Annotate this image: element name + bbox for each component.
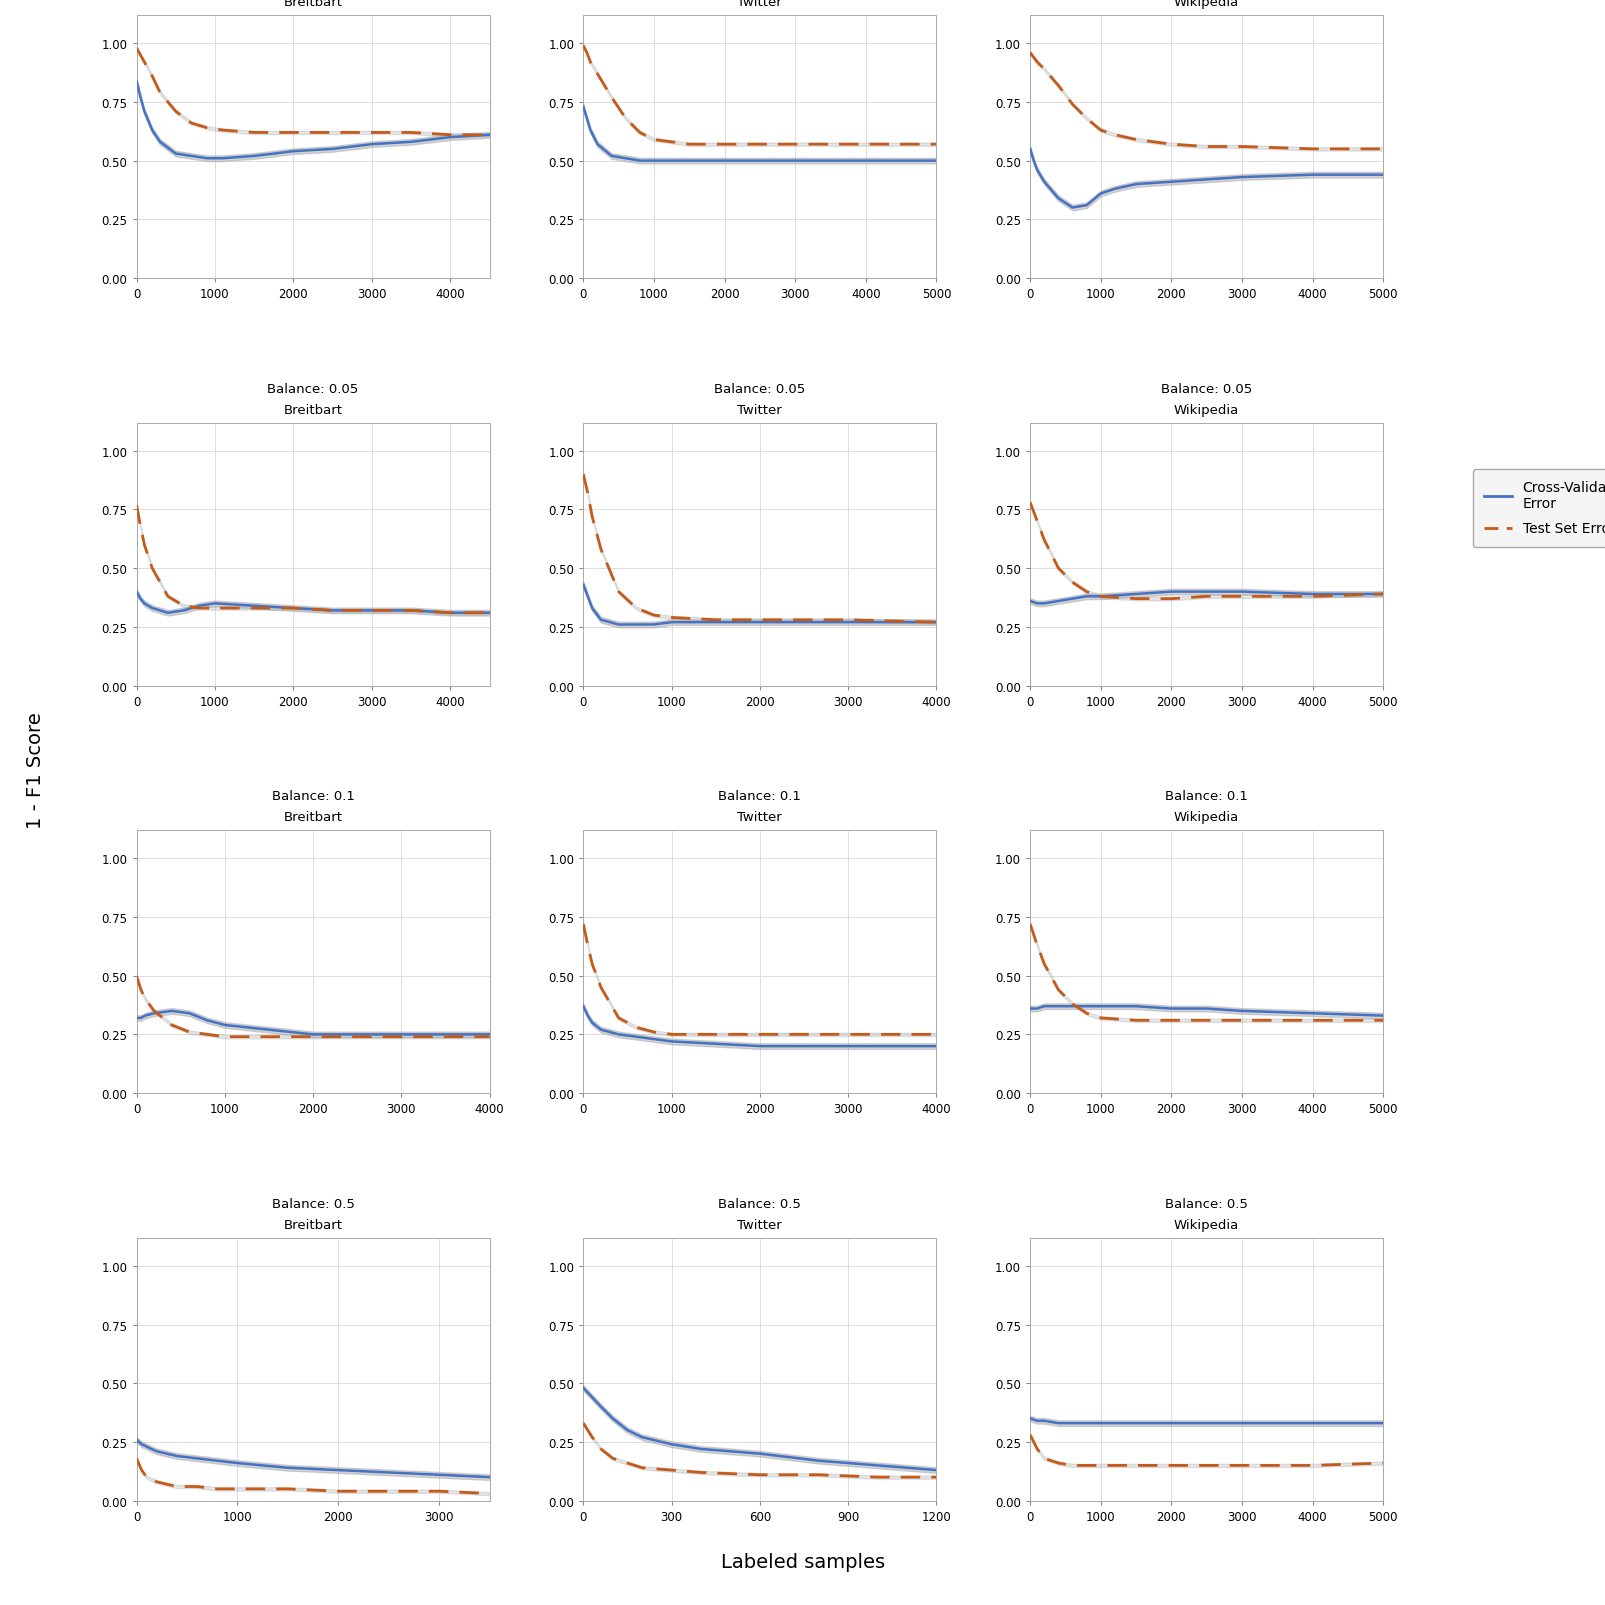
Text: Labeled samples: Labeled samples [721,1552,884,1571]
Text: 1 - F1 Score: 1 - F1 Score [26,713,45,828]
Legend: Cross-Validation
Error, Test Set Error: Cross-Validation Error, Test Set Error [1472,470,1605,547]
